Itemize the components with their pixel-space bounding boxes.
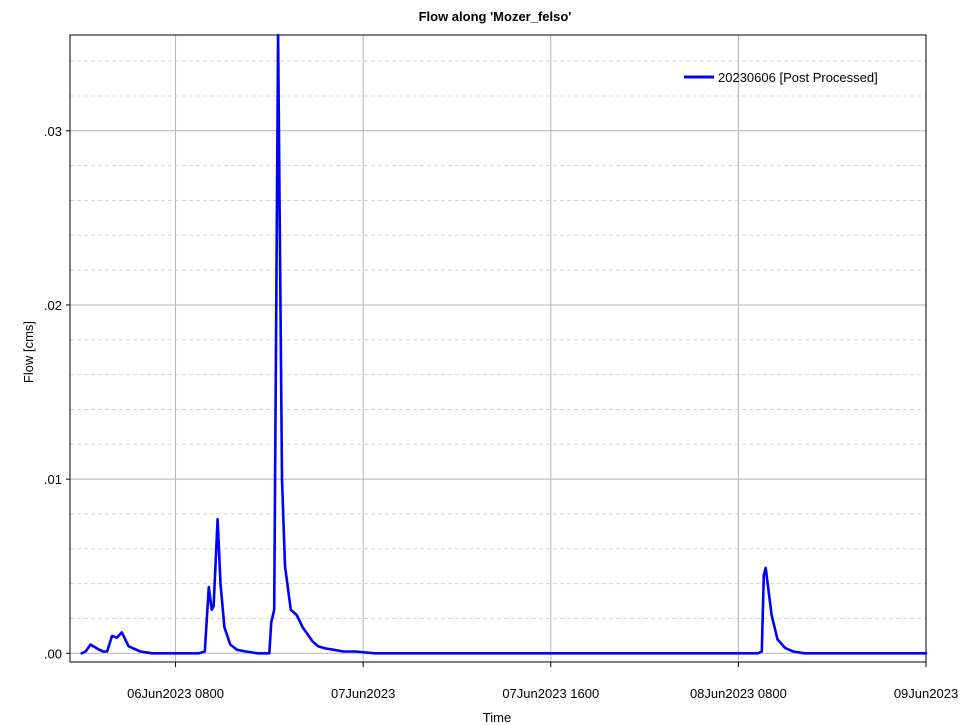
legend: 20230606 [Post Processed] xyxy=(684,70,878,85)
grid xyxy=(70,35,927,662)
x-tick-label: 08Jun2023 0800 xyxy=(690,686,787,701)
y-tick-label: .03 xyxy=(44,124,62,139)
x-tick-label: 07Jun2023 xyxy=(331,686,395,701)
legend-label: 20230606 [Post Processed] xyxy=(718,70,878,85)
y-axis-label: Flow [cms] xyxy=(21,321,36,383)
x-axis-label: Time xyxy=(483,710,511,725)
y-tick-label: .02 xyxy=(44,298,62,313)
y-tick-label: .00 xyxy=(44,646,62,661)
x-tick-label: 06Jun2023 0800 xyxy=(127,686,224,701)
plot-area xyxy=(69,34,927,663)
chart-title: Flow along 'Mozer_felso' xyxy=(419,9,572,24)
series-layer xyxy=(80,33,928,655)
x-axis-ticks: 06Jun2023 0800 07Jun2023 07Jun2023 1600 08J… xyxy=(127,662,958,701)
y-axis-ticks: .00 .01 .02 .03 xyxy=(44,124,70,661)
y-tick-label: .01 xyxy=(44,472,62,487)
x-tick-label: 07Jun2023 1600 xyxy=(502,686,599,701)
series-line xyxy=(80,33,928,655)
x-tick-label: 09Jun2023 xyxy=(894,686,958,701)
